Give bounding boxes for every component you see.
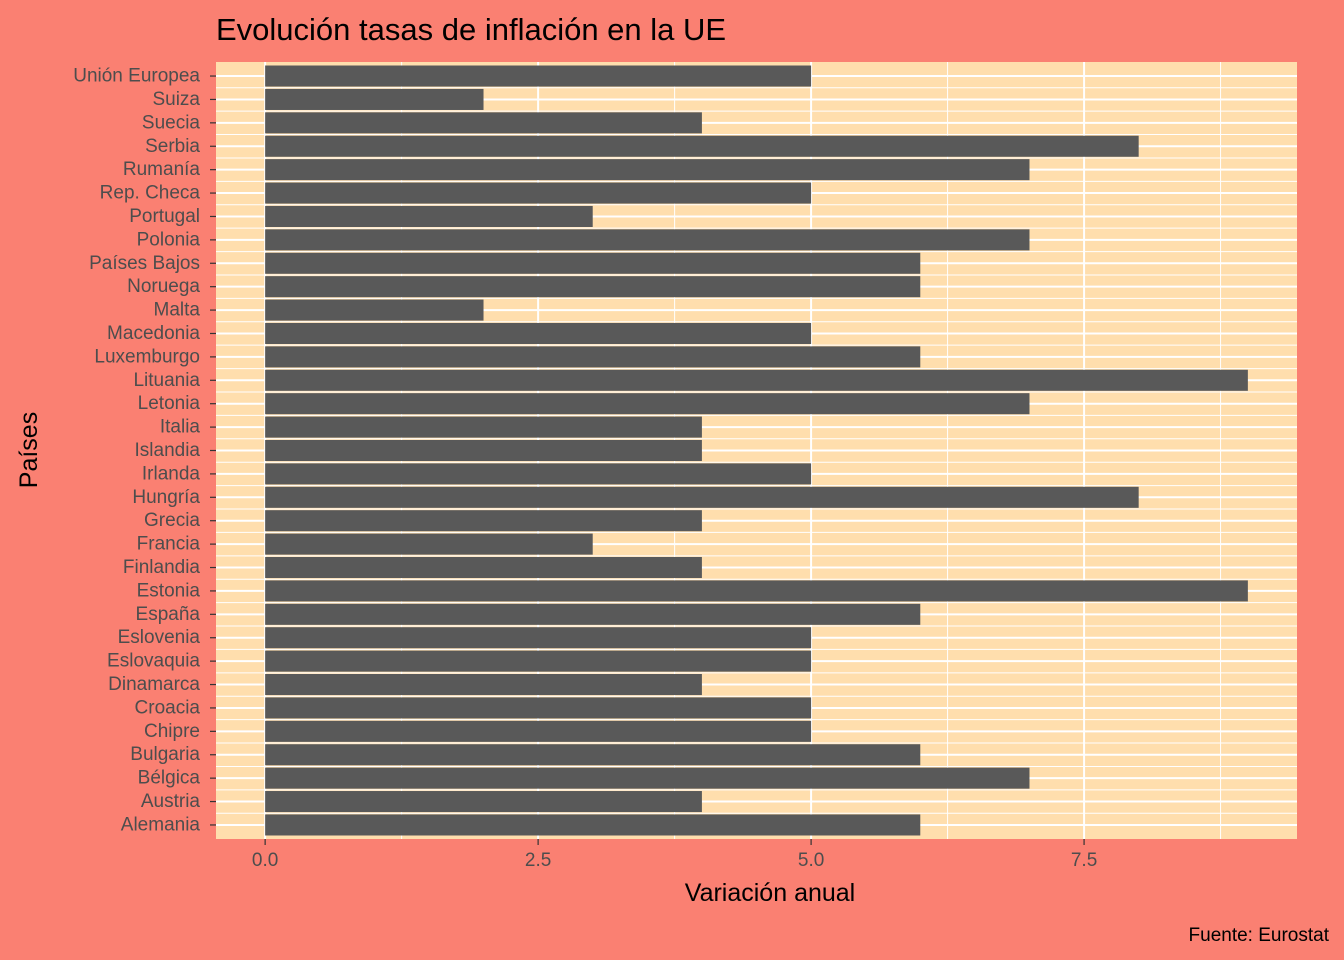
chart-title: Evolución tasas de inflación en la UE: [216, 12, 726, 47]
x-axis-ticks: 0.0 2.5 5.0 7.5: [252, 839, 1097, 871]
bar: [265, 229, 1030, 251]
bar: [265, 556, 702, 579]
y-tick-label: Bulgaria: [130, 744, 200, 765]
bar: [265, 767, 1030, 789]
y-tick-label: Polonia: [137, 229, 201, 250]
y-tick-label: Hungría: [132, 487, 200, 508]
bar: [265, 159, 1030, 181]
y-tick-label: Estonia: [137, 580, 201, 601]
y-tick-label: Irlanda: [142, 463, 201, 484]
bar: [265, 814, 921, 836]
caption: Fuente: Eurostat: [1189, 925, 1330, 946]
y-tick-label: Eslovaquia: [107, 651, 200, 672]
y-tick-label: Croacia: [135, 697, 201, 718]
y-tick-label: Lituania: [133, 370, 200, 391]
x-tick-label: 0.0: [252, 850, 278, 871]
y-tick-label: Suecia: [142, 112, 201, 133]
bar: [265, 674, 702, 696]
bar: [265, 439, 702, 462]
bar: [265, 463, 812, 485]
y-tick-label: Dinamarca: [108, 674, 200, 695]
bar: [265, 791, 702, 813]
y-tick-label: Rumanía: [123, 159, 201, 180]
y-tick-label: Letonia: [138, 393, 201, 414]
bars: [265, 65, 1248, 836]
y-tick-label: Suiza: [152, 89, 200, 110]
bar: [265, 744, 921, 766]
y-tick-label: Rep. Checa: [100, 183, 201, 204]
y-tick-label: Noruega: [127, 276, 200, 297]
bar: [265, 322, 812, 345]
bar: [265, 112, 702, 134]
bar: [265, 252, 921, 274]
y-tick-label: Alemania: [121, 814, 201, 835]
y-tick-label: Bélgica: [138, 768, 201, 789]
y-tick-label: Macedonia: [107, 323, 200, 344]
y-tick-label: Grecia: [144, 510, 200, 531]
bar: [265, 393, 1030, 415]
x-axis-title: Variación anual: [685, 879, 855, 907]
bar: [265, 205, 593, 227]
bar: [265, 65, 812, 87]
y-tick-label: Islandia: [135, 440, 201, 461]
y-tick-label: Malta: [154, 300, 201, 321]
y-tick-label: Eslovenia: [118, 627, 201, 648]
x-tick-label: 7.5: [1071, 850, 1097, 871]
y-axis-title: Países: [15, 412, 43, 488]
bar: [265, 603, 921, 625]
bar: [265, 346, 921, 368]
x-tick-label: 2.5: [525, 850, 551, 871]
bar: [265, 416, 702, 438]
y-tick-label: Italia: [160, 417, 201, 438]
y-tick-label: Portugal: [129, 206, 200, 227]
bar: [265, 697, 812, 719]
bar: [265, 369, 1248, 391]
bar: [265, 135, 1139, 157]
y-tick-label: Serbia: [145, 136, 200, 157]
y-tick-label: Unión Europea: [73, 66, 200, 87]
y-tick-label: Finlandia: [123, 557, 201, 578]
bar: [265, 486, 1139, 508]
x-tick-label: 5.0: [798, 850, 824, 871]
y-tick-label: Países Bajos: [89, 253, 200, 274]
bar: [265, 533, 593, 555]
y-tick-label: Francia: [137, 534, 201, 555]
bar: [265, 182, 812, 204]
y-tick-label: Luxemburgo: [94, 346, 200, 367]
bar: [265, 720, 812, 742]
bar: [265, 627, 812, 649]
bar: [265, 88, 484, 110]
minor-gridlines: [216, 62, 1297, 839]
bar: [265, 276, 921, 298]
bar: [265, 650, 812, 672]
bar: [265, 299, 484, 321]
y-tick-label: Austria: [141, 791, 201, 812]
bar: [265, 510, 702, 532]
y-tick-label: España: [136, 604, 201, 625]
bar: [265, 580, 1248, 602]
y-tick-label: Chipre: [144, 721, 200, 742]
